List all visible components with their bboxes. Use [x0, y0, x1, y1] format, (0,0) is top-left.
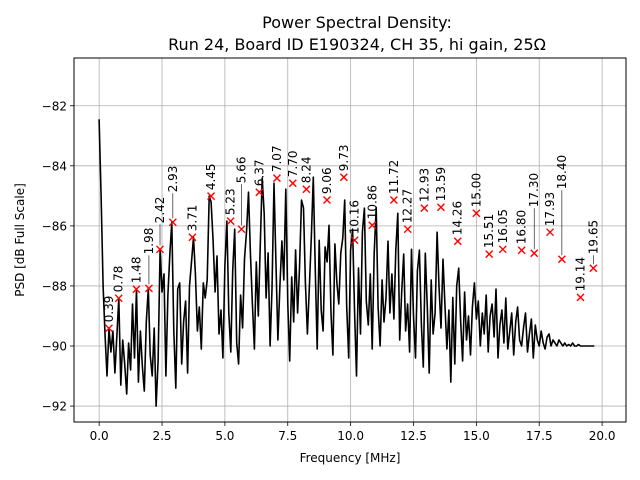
y-tick-label: −86 [42, 219, 67, 233]
peak-labels: 0.39 0.78 1.48 1.98 2.42 2.93 3.71 4.45 5.23 5.66… [102, 145, 600, 323]
peak-label: 19.65 [586, 220, 600, 254]
peak-marker [114, 294, 123, 303]
peak-label: 8.24 [299, 157, 313, 184]
peak-marker [302, 185, 311, 194]
peak-label: 0.39 [102, 296, 116, 323]
peak-marker [104, 324, 113, 333]
x-tick-label: 20.0 [589, 429, 616, 443]
peak-label: 7.70 [286, 151, 300, 178]
peak-label: 6.37 [252, 160, 266, 187]
peak-marker [168, 218, 177, 227]
peak-marker [350, 236, 359, 245]
peak-marker [207, 192, 216, 201]
peak-label: 3.71 [185, 205, 199, 232]
y-tick-label: −84 [42, 159, 67, 173]
peak-marker [272, 174, 281, 183]
peak-label: 15.00 [469, 173, 483, 207]
peak-label: 1.48 [129, 257, 143, 284]
peak-label: 16.80 [515, 210, 529, 244]
peak-marker [472, 209, 481, 218]
peak-marker [530, 249, 539, 258]
peak-marker [517, 246, 526, 255]
y-tick-label: −92 [42, 400, 67, 414]
peak-marker [188, 233, 197, 242]
peak-label: 18.40 [555, 155, 569, 189]
peak-marker [403, 225, 412, 234]
peak-marker [288, 179, 297, 188]
peak-label: 0.78 [112, 266, 126, 293]
x-tick-label: 0.0 [90, 429, 109, 443]
peak-marker [589, 264, 598, 273]
peak-marker [156, 245, 165, 254]
peak-label-leaders [148, 184, 594, 285]
grid-lines [74, 58, 626, 422]
peak-marker [132, 285, 141, 294]
peak-label: 2.42 [153, 197, 167, 224]
peak-label: 13.59 [434, 167, 448, 201]
y-tick-label: −82 [42, 99, 67, 113]
axes-frame [73, 57, 627, 423]
peak-label: 2.93 [166, 166, 180, 193]
peak-label: 10.16 [348, 200, 362, 234]
peak-label: 12.27 [401, 189, 415, 223]
x-tick-label: 7.5 [278, 429, 297, 443]
y-tick-label: −90 [42, 340, 67, 354]
peak-marker [144, 284, 153, 293]
peak-label: 11.72 [387, 160, 401, 194]
x-axis-ticks: 0.0 2.5 5.0 7.5 10.0 12.5 15.0 17.5 20.0 [90, 422, 616, 443]
peak-label: 10.86 [365, 185, 379, 219]
x-axis-label: Frequency [MHz] [300, 451, 401, 465]
peak-marker [226, 217, 235, 226]
y-axis-label: PSD [dB Full Scale] [13, 183, 27, 297]
peak-markers [104, 173, 598, 333]
x-tick-label: 10.0 [337, 429, 364, 443]
peak-label: 9.73 [337, 145, 351, 172]
peak-label: 5.23 [224, 188, 238, 215]
peak-label: 17.30 [527, 173, 541, 207]
peak-label: 5.66 [234, 156, 248, 183]
peak-marker [339, 173, 348, 182]
peak-label: 1.98 [142, 228, 156, 255]
peak-marker [485, 250, 494, 259]
peak-marker [420, 204, 429, 213]
peak-label: 14.26 [451, 201, 465, 235]
peak-label: 4.45 [204, 163, 218, 190]
peak-marker [557, 255, 566, 264]
peak-label: 9.06 [320, 167, 334, 194]
x-tick-label: 2.5 [152, 429, 171, 443]
peak-marker [436, 203, 445, 212]
x-tick-label: 17.5 [526, 429, 553, 443]
peak-label: 7.07 [270, 145, 284, 172]
plot-area: 0.39 0.78 1.48 1.98 2.42 2.93 3.71 4.45 5.23 5.66… [98, 119, 600, 407]
peak-marker [389, 196, 398, 205]
peak-label: 19.14 [573, 257, 587, 291]
peak-label: 17.93 [543, 192, 557, 226]
x-tick-label: 12.5 [400, 429, 427, 443]
peak-marker [546, 228, 555, 237]
peak-label: 16.05 [496, 209, 510, 243]
peak-marker [322, 196, 331, 205]
peak-marker [576, 293, 585, 302]
peak-label: 15.51 [482, 214, 496, 248]
x-tick-label: 15.0 [463, 429, 490, 443]
peak-label: 12.93 [417, 168, 431, 202]
psd-trace-line [98, 119, 595, 407]
chart-title-line-2: Run 24, Board ID E190324, CH 35, hi gain… [168, 35, 546, 54]
y-tick-label: −88 [42, 279, 67, 293]
chart-title-line-1: Power Spectral Density: [262, 13, 452, 32]
x-tick-label: 5.0 [215, 429, 234, 443]
peak-marker [498, 245, 507, 254]
y-axis-ticks: −92 −90 −88 −86 −84 −82 [42, 99, 74, 414]
peak-marker [255, 188, 264, 197]
peak-marker [237, 225, 246, 234]
peak-marker [453, 237, 462, 246]
peak-marker [368, 221, 377, 230]
